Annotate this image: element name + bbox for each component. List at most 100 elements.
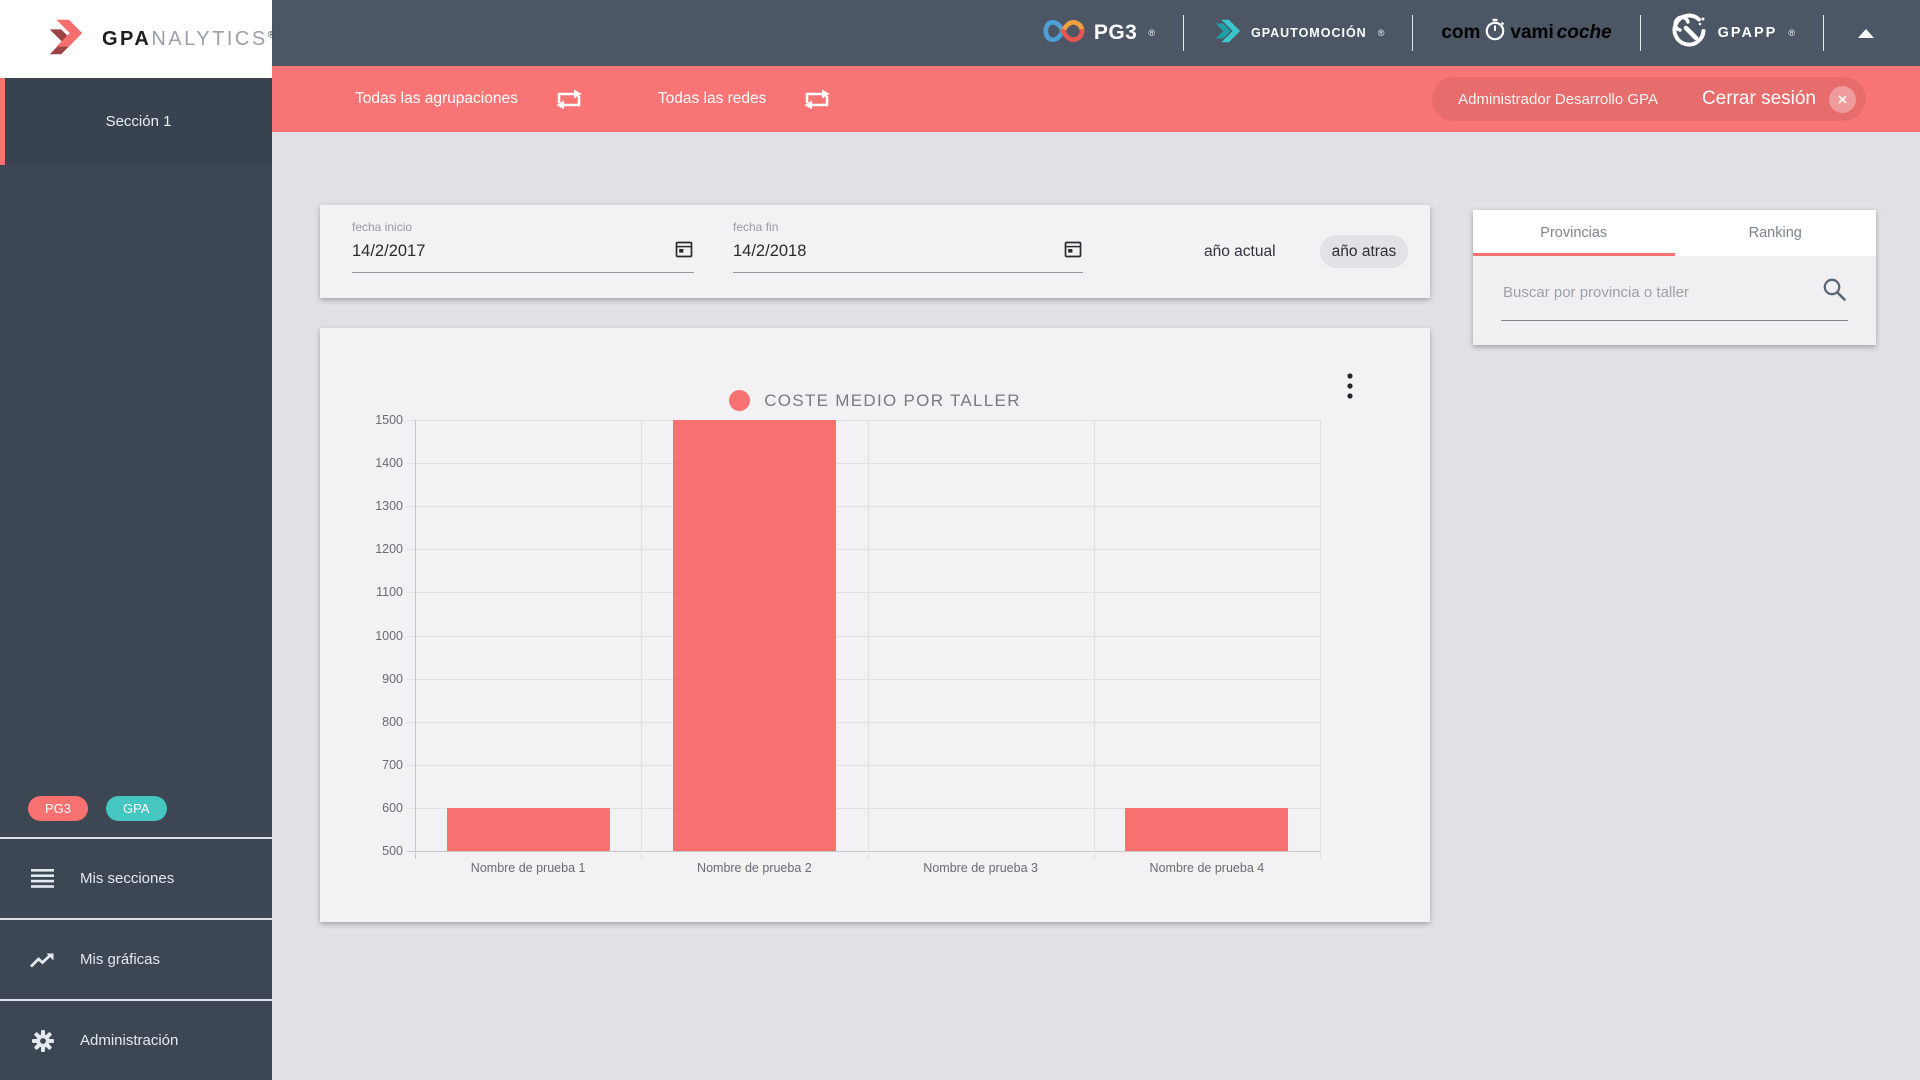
pg3-label: PG3 — [1093, 21, 1138, 44]
gpanalytics-logo[interactable]: GPANALYTICS® — [0, 0, 275, 78]
sidebar-item-label: Administración — [80, 1032, 179, 1049]
fecha-fin-input[interactable]: 14/2/2018 — [733, 239, 1083, 273]
gridline-v — [1093, 420, 1095, 859]
pg3-logo[interactable]: PG3 ® — [1041, 18, 1155, 49]
fecha-fin-field[interactable]: fecha fin 14/2/2018 — [733, 220, 1083, 273]
redes-selector[interactable]: Todas las redes — [658, 86, 833, 113]
user-name: Administrador Desarrollo GPA — [1458, 90, 1658, 108]
fecha-inicio-label: fecha inicio — [352, 220, 413, 234]
calendar-icon[interactable] — [674, 239, 694, 264]
gpapp-label: GPAPP — [1717, 25, 1778, 41]
logout-button[interactable]: Cerrar sesión — [1701, 85, 1856, 113]
chart-legend: COSTE MEDIO POR TALLER — [320, 390, 1430, 411]
gpautomocion-reg: ® — [1377, 28, 1385, 38]
ano-atras-button[interactable]: año atras — [1320, 235, 1408, 268]
gridline-h — [407, 549, 1320, 551]
header-divider — [1412, 15, 1414, 51]
header-divider — [1823, 15, 1824, 51]
search-input[interactable] — [1501, 282, 1821, 302]
gpautomocion-label: GPAUTOMOCIÓN — [1250, 26, 1367, 40]
y-axis-label: 600 — [382, 800, 403, 815]
gridline-h — [407, 807, 1320, 809]
ano-actual-button[interactable]: año actual — [1204, 242, 1276, 260]
gridline-h — [407, 721, 1320, 723]
gridline-h — [407, 420, 1320, 421]
tab-ranking[interactable]: Ranking — [1748, 225, 1802, 241]
bar-nombre-de-prueba-4[interactable] — [1125, 807, 1288, 851]
search-field[interactable] — [1501, 276, 1848, 321]
y-axis-label: 1500 — [375, 413, 403, 427]
gpapp-gauge-wrench-icon — [1669, 11, 1709, 56]
calendar-icon[interactable] — [1063, 239, 1083, 264]
fecha-inicio-input[interactable]: 14/2/2017 — [352, 239, 694, 273]
sidebar-item-label: Mis secciones — [80, 870, 175, 887]
user-session-pill: Administrador Desarrollo GPA Cerrar sesi… — [1432, 77, 1866, 121]
gridline-h — [407, 635, 1320, 637]
sidebar-item-mis-secciones[interactable]: Mis secciones — [0, 837, 272, 918]
stopwatch-icon — [1483, 18, 1507, 48]
gear-icon — [30, 1029, 56, 1053]
sidebar-item-administracion[interactable]: Administración — [0, 999, 272, 1080]
legend-dot — [729, 390, 751, 411]
active-tab-underline — [1473, 253, 1675, 256]
panel-tabs: Provincias Ranking — [1473, 210, 1876, 256]
collapse-header-button[interactable] — [1858, 28, 1874, 38]
logout-label: Cerrar sesión — [1701, 88, 1816, 109]
swap-icon[interactable] — [554, 86, 584, 113]
gridline-h — [407, 851, 1320, 852]
sidebar-badges: PG3 GPA — [0, 796, 272, 837]
pg3-reg: ® — [1148, 28, 1155, 38]
fecha-inicio-field[interactable]: fecha inicio 14/2/2017 — [352, 220, 694, 273]
y-axis-label: 900 — [382, 671, 403, 686]
chart-menu-button[interactable] — [1344, 370, 1356, 409]
filter-bar: Todas las agrupaciones Todas las redes — [272, 66, 1920, 132]
x-axis-label: Nombre de prueba 2 — [697, 861, 812, 875]
close-session-icon[interactable] — [1829, 85, 1856, 113]
chart-title: COSTE MEDIO POR TALLER — [764, 390, 1021, 410]
provinces-panel: Provincias Ranking — [1473, 210, 1876, 345]
fecha-fin-label: fecha fin — [733, 220, 779, 234]
gridline-v — [641, 420, 643, 859]
y-axis-label: 1300 — [375, 499, 403, 514]
fecha-fin-value: 14/2/2018 — [733, 242, 807, 260]
comvamicoche-logo[interactable]: com vami coche — [1441, 18, 1612, 48]
header-divider — [1182, 15, 1184, 51]
sidebar: GPANALYTICS® Sección 1 PG3 GPA Mis seccio… — [0, 0, 275, 1080]
sidebar-item-mis-graficas[interactable]: Mis gráficas — [0, 918, 272, 999]
badge-pg3[interactable]: PG3 — [28, 796, 89, 821]
badge-gpa[interactable]: GPA — [106, 796, 167, 821]
y-axis-label: 700 — [382, 757, 403, 772]
gpanalytics-wordmark: GPANALYTICS® — [102, 27, 275, 50]
sidebar-spacer — [0, 165, 272, 796]
sidebar-item-seccion-1[interactable]: Sección 1 — [0, 78, 272, 165]
tab-provincias[interactable]: Provincias — [1473, 210, 1675, 256]
gridline-h — [407, 463, 1320, 465]
redes-label: Todas las redes — [657, 90, 767, 107]
fecha-inicio-value: 14/2/2017 — [352, 242, 426, 260]
sidebar-item-label: Mis gráficas — [80, 951, 161, 968]
x-axis-label: Nombre de prueba 3 — [923, 861, 1038, 875]
menu-icon — [30, 869, 56, 888]
gpautomocion-logo[interactable]: GPAUTOMOCIÓN ® — [1212, 16, 1384, 51]
bar-nombre-de-prueba-2[interactable] — [673, 420, 836, 851]
chart-card: COSTE MEDIO POR TALLER 500 600 700 800 900 10… — [320, 328, 1430, 922]
header-divider — [1639, 15, 1641, 51]
agrupaciones-label: Todas las agrupaciones — [355, 90, 518, 107]
x-axis-label: Nombre de prueba 4 — [1149, 861, 1265, 875]
search-icon[interactable] — [1821, 276, 1848, 308]
y-axis-label: 1200 — [375, 542, 403, 557]
section-label: Sección 1 — [105, 113, 172, 130]
gridline-v — [1320, 420, 1321, 859]
x-axis-label: Nombre de prueba 1 — [470, 861, 586, 875]
pg3-infinity-icon — [1041, 18, 1085, 49]
date-filter-card: fecha inicio 14/2/2017 fecha fin 14/2/20… — [320, 205, 1430, 298]
gpanalytics-arrow-icon — [42, 14, 88, 65]
bar-nombre-de-prueba-1[interactable] — [447, 807, 610, 851]
gpautomocion-arrow-icon — [1212, 16, 1242, 51]
agrupaciones-selector[interactable]: Todas las agrupaciones — [355, 86, 584, 113]
y-axis-label: 1100 — [376, 585, 403, 600]
chart-plot: 500 600 700 800 900 1000 1100 1200 1300 1400 1500 N… — [375, 413, 1321, 875]
swap-icon[interactable] — [802, 86, 832, 113]
gridline-h — [407, 678, 1320, 680]
gpapp-logo[interactable]: GPAPP ® — [1669, 11, 1795, 56]
